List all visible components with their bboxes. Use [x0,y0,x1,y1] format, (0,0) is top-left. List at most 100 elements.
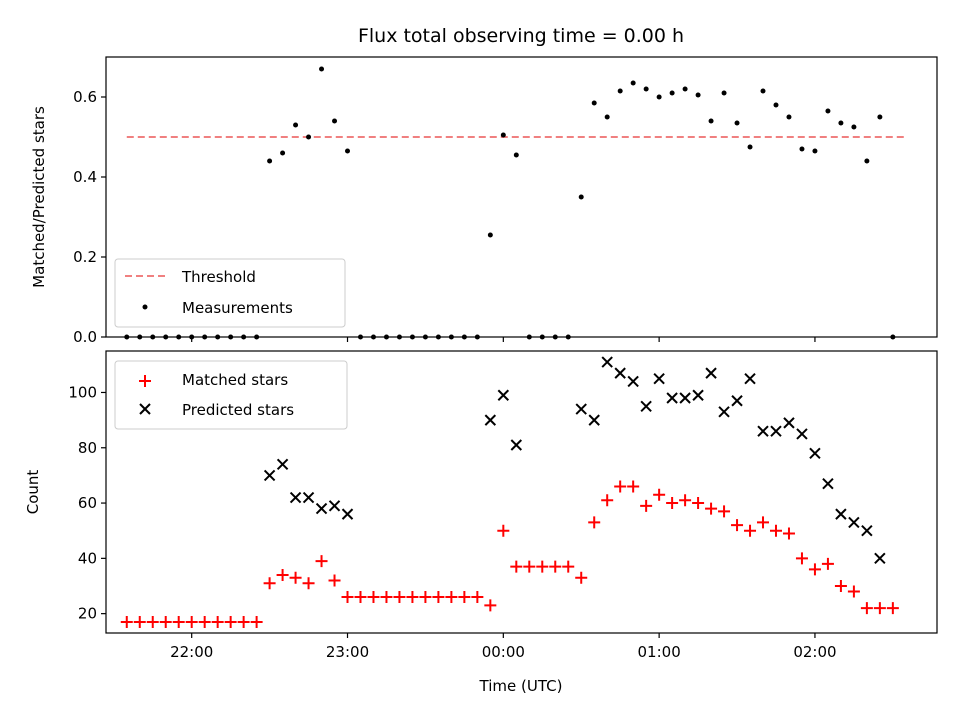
matched-star-point [120,615,133,628]
measurement-point [163,334,169,340]
measurement-point [669,90,675,96]
bottom-plot-area [105,350,938,634]
measurement-point [267,158,273,164]
matched-star-point [808,563,821,576]
matched-star-point [211,615,224,628]
x-tick-label: 02:00 [793,643,836,661]
predicted-star-point [874,552,886,565]
measurement-point [825,108,831,114]
measurement-point [565,334,571,340]
measurement-point [851,124,857,130]
measurement-point [604,114,610,120]
top-y-tick-label: 0.4 [73,168,97,186]
matched-star-point [757,516,770,529]
matched-star-point [705,502,718,515]
measurement-point [578,194,584,200]
matched-star-point [276,568,289,581]
bottom-axis-ticks: 22:00 23:00 00:00 01:00 02:00 20 40 60 80 100 [68,383,836,661]
measurement-point [864,158,870,164]
measurement-point [435,334,441,340]
predicted-star-point [341,508,354,520]
matched-star-point [341,591,354,604]
x-tick-label: 01:00 [638,643,681,661]
predicted-star-point [705,367,717,379]
top-axis-ticks: 0.0 0.2 0.4 0.6 [73,88,816,346]
measurement-point [409,334,415,340]
matched-star-point [250,615,263,628]
measurement-point [461,334,467,340]
matched-star-point [237,615,250,628]
predicted-star-point [718,406,730,418]
measurement-point [345,148,351,154]
predicted-star-point [640,400,652,413]
legend-predicted-label: Predicted stars [182,401,294,419]
matched-star-point [185,615,198,628]
chart-title: Flux total observing time = 0.00 h [358,25,684,47]
measurement-point [422,334,428,340]
measurement-point [474,334,480,340]
predicted-star-point [809,447,821,460]
matched-star-point [146,615,159,628]
top-y-tick-label: 0.2 [73,248,97,266]
predicted-star-point [263,469,276,482]
predicted-star-point [484,414,497,426]
measurement-point [332,118,338,124]
predicted-star-point [588,414,600,426]
measurement-point [370,334,376,340]
matched-star-point [795,552,808,565]
matched-star-point [419,591,432,604]
measurement-point [396,334,402,340]
bottom-y-tick-label: 60 [78,494,97,512]
predicted-star-point [328,500,341,512]
matched-star-point [523,560,536,573]
matched-star-point [718,505,731,518]
matched-star-point [224,615,237,628]
bottom-y-tick-label: 40 [78,549,97,567]
predicted-star-point [861,524,873,537]
predicted-star-point [614,367,626,379]
top-panel: 0.0 0.2 0.4 0.6 Matched/Predicted stars Thr… [30,56,938,346]
measurement-point [539,334,545,340]
measurement-point [552,334,558,340]
measurement-point [306,134,312,140]
predicted-star-point [315,502,328,515]
bottom-legend: Matched stars Predicted stars [114,360,348,430]
predicted-star-point [302,491,315,504]
matched-star-point [834,580,847,592]
legend-predicted-swatch [139,403,151,415]
measurement-point [189,334,195,340]
measurement-point [241,334,247,340]
measurement-point [383,334,389,340]
measurement-point [799,146,805,152]
predicted-star-point [744,372,756,385]
predicted-star-point [692,389,704,401]
matched-star-point [562,560,575,573]
x-axis-label: Time (UTC) [479,677,563,695]
bottom-plot-marks [120,356,899,628]
measurement-point [812,148,818,154]
measurement-point [176,334,182,340]
predicted-star-point [679,392,691,404]
bottom-y-tick-label: 80 [78,439,97,457]
measurement-point [228,334,234,340]
matched-star-point [886,602,899,615]
measurement-point [734,120,740,126]
measurement-point [877,114,883,120]
measurement-point [254,334,260,340]
measurement-point [786,114,792,120]
measurement-point [760,88,766,94]
predicted-star-point [666,392,678,404]
predicted-star-point [835,508,847,520]
predicted-star-point [289,491,302,504]
matched-star-point [588,516,601,529]
matched-star-point [873,602,886,615]
measurement-point [773,102,779,108]
legend-matched-label: Matched stars [182,371,288,389]
matched-star-point [744,524,757,537]
matched-star-point [821,557,834,570]
matched-star-point [497,524,510,537]
measurement-point [357,334,363,340]
measurement-point [890,334,896,340]
measurement-point [708,118,714,124]
matched-star-point [653,488,666,501]
